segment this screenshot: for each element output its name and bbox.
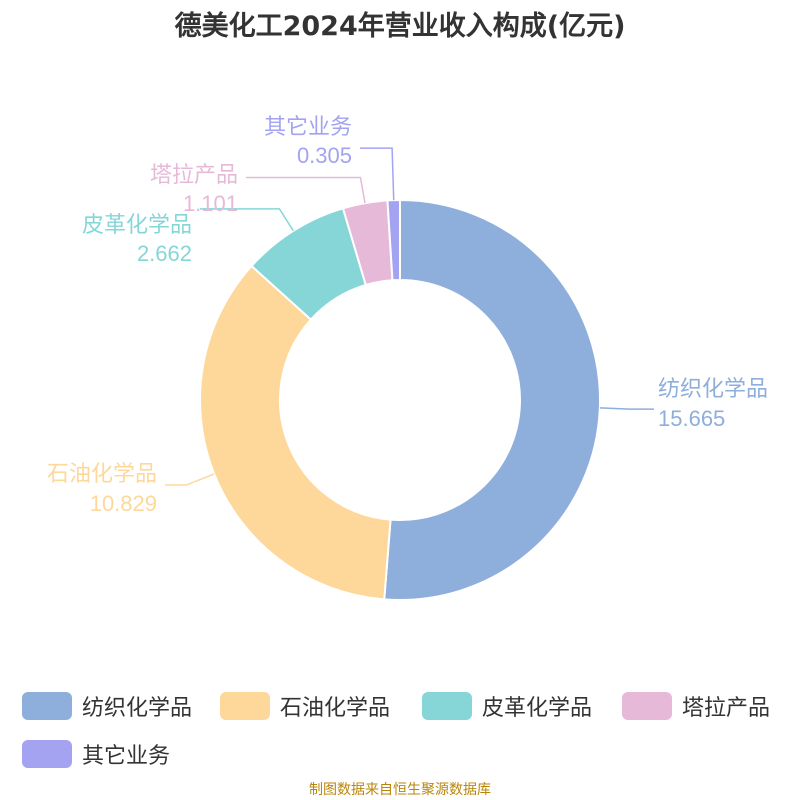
slice-value-label: 2.662 bbox=[137, 241, 192, 266]
legend-swatch bbox=[622, 692, 672, 720]
donut-slice-5 bbox=[386, 198, 401, 282]
legend-label: 其它业务 bbox=[82, 744, 171, 769]
legend-item[interactable]: 塔拉产品 bbox=[622, 690, 770, 722]
slice-value-label: 10.829 bbox=[90, 491, 157, 516]
leader-line bbox=[165, 473, 215, 486]
legend-item[interactable]: 皮革化学品 bbox=[422, 690, 592, 722]
slice-name-label: 其它业务 bbox=[264, 114, 352, 139]
chart-title: 德美化工2024年营业收入构成(亿元) bbox=[174, 11, 626, 42]
leader-line bbox=[200, 208, 294, 232]
legend-item[interactable]: 其它业务 bbox=[22, 738, 170, 770]
slice-value-label: 15.665 bbox=[658, 406, 725, 431]
leader-line bbox=[599, 407, 654, 410]
slice-name-label: 皮革化学品 bbox=[82, 212, 192, 237]
legend-item[interactable]: 石油化学品 bbox=[220, 690, 390, 722]
legend-swatch bbox=[22, 740, 72, 768]
slice-value-label: 0.305 bbox=[297, 143, 352, 168]
legend-label: 纺织化学品 bbox=[82, 696, 193, 721]
legend-swatch bbox=[220, 692, 270, 720]
leader-line bbox=[246, 176, 366, 204]
legend-label: 塔拉产品 bbox=[682, 696, 771, 721]
legend-swatch bbox=[22, 692, 72, 720]
donut-slice-1 bbox=[383, 198, 601, 601]
legend-label: 皮革化学品 bbox=[482, 696, 593, 721]
leader-line bbox=[360, 147, 395, 201]
slice-name-label: 纺织化学品 bbox=[658, 376, 768, 401]
legend-item[interactable]: 纺织化学品 bbox=[22, 690, 192, 722]
slice-name-label: 塔拉产品 bbox=[150, 162, 238, 187]
slice-value-label: 1.101 bbox=[183, 191, 238, 216]
legend-label: 石油化学品 bbox=[280, 696, 391, 721]
legend-swatch bbox=[422, 692, 472, 720]
slice-name-label: 石油化学品 bbox=[47, 461, 157, 486]
source-note: 制图数据来自恒生聚源数据库 bbox=[309, 782, 491, 798]
donut-slice-2 bbox=[199, 264, 392, 601]
